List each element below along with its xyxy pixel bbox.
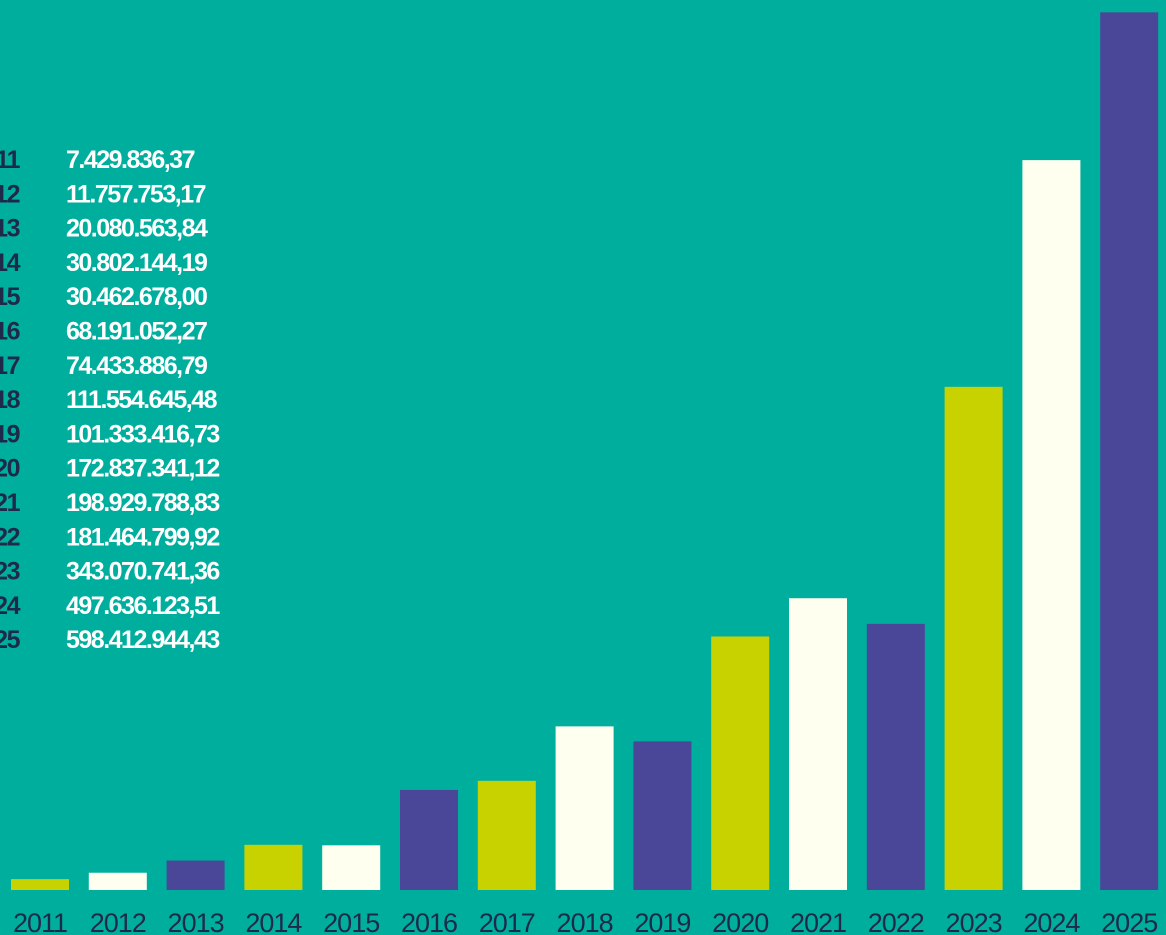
list-value: 7.429.836,37 [66, 146, 195, 174]
x-tick-label: 2016 [401, 908, 457, 935]
list-year: 2022 [0, 523, 20, 551]
x-tick-label: 2019 [634, 908, 690, 935]
list-year: 2016 [0, 318, 20, 346]
bar [866, 623, 925, 890]
x-tick-label: 2018 [557, 908, 613, 935]
x-tick-label: 2020 [712, 908, 768, 935]
bar [11, 879, 69, 890]
list-value: 20.080.563,84 [66, 215, 208, 243]
x-tick-label: 2014 [245, 908, 302, 935]
list-year: 2018 [0, 386, 21, 414]
x-tick-label: 2024 [1023, 908, 1080, 935]
list-value: 11.757.753,17 [66, 180, 206, 208]
list-year: 2025 [0, 626, 21, 654]
list-value: 30.802.144,19 [66, 249, 207, 277]
list-value: 598.412.944,43 [66, 626, 219, 654]
x-tick-label: 2012 [90, 908, 146, 935]
list-year: 2020 [0, 455, 20, 483]
list-value: 497.636.123,51 [66, 592, 220, 620]
list-value: 343.070.741,36 [66, 558, 219, 586]
list-value: 198.929.788,83 [66, 489, 219, 517]
bar [789, 598, 847, 890]
list-year: 2011 [0, 146, 21, 174]
x-tick-label: 2022 [868, 908, 924, 935]
bar [322, 845, 381, 890]
x-tick-label: 2015 [323, 908, 379, 935]
list-year: 2024 [0, 592, 21, 620]
bar [88, 872, 147, 890]
bar [400, 789, 458, 890]
bar [944, 386, 1003, 890]
list-year: 2021 [0, 489, 21, 517]
list-year: 2019 [0, 420, 20, 448]
list-value: 172.837.341,12 [66, 455, 219, 483]
bar [633, 741, 692, 890]
list-year: 2017 [0, 352, 20, 380]
bar [711, 636, 770, 890]
list-year: 2015 [0, 283, 21, 311]
list-value: 181.464.799,92 [66, 523, 219, 551]
list-year: 2014 [0, 249, 21, 277]
x-tick-label: 2023 [946, 908, 1002, 935]
list-value: 68.191.052,27 [66, 318, 207, 346]
list-year: 2023 [0, 558, 20, 586]
list-value: 74.433.886,79 [66, 352, 207, 380]
list-year: 2012 [0, 180, 20, 208]
x-tick-label: 2021 [790, 908, 846, 935]
bar [244, 844, 303, 890]
x-tick-label: 2025 [1101, 908, 1157, 935]
bar [1022, 160, 1081, 891]
bar [555, 726, 614, 890]
bar [477, 780, 536, 890]
list-year: 2013 [0, 215, 20, 243]
x-tick-label: 2011 [13, 908, 67, 935]
bar [166, 860, 225, 890]
list-value: 101.333.416,73 [66, 420, 219, 448]
bar [1100, 12, 1159, 890]
x-tick-label: 2017 [479, 908, 535, 935]
list-value: 111.554.645,48 [66, 386, 218, 414]
list-value: 30.462.678,00 [66, 283, 207, 311]
x-tick-label: 2013 [168, 908, 224, 935]
